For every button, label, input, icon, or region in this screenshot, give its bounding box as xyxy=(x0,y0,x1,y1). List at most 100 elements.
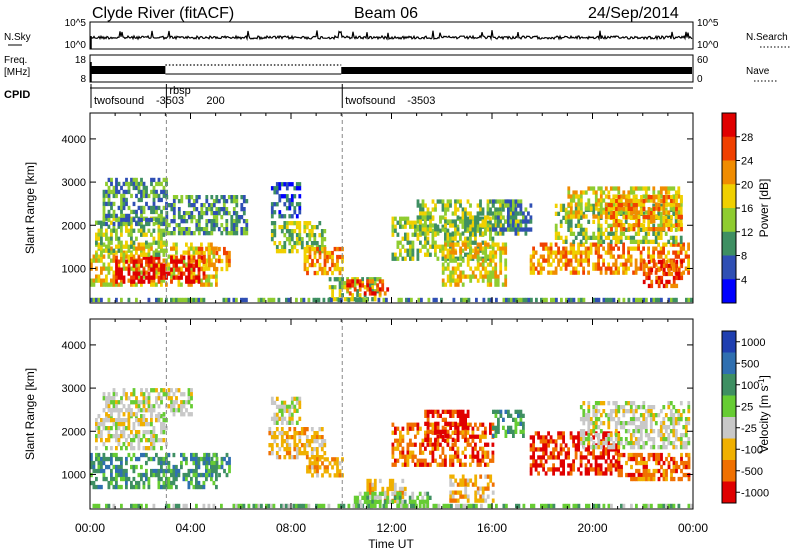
power-cells-cell-2058 xyxy=(547,259,550,263)
power-cells-cell-2847 xyxy=(635,215,638,219)
vel-cells-cell-1063 xyxy=(492,451,495,455)
power-cells-cell-1185 xyxy=(283,194,286,198)
vel-cells-cell-143 xyxy=(163,481,166,485)
power-cells-cell-678 xyxy=(133,202,136,206)
vel-cells-cell-588 xyxy=(276,435,279,439)
vel-cells-cell-1299 xyxy=(542,455,545,459)
vel-cells-cell-470 xyxy=(145,396,148,400)
vel-cells-cell-1177 xyxy=(464,491,467,495)
vel-cells-cell-682 xyxy=(306,465,309,469)
power-cells-cell-1936 xyxy=(502,283,505,287)
power-cells-cell-1077 xyxy=(313,241,316,245)
vel-cells-cell-1144 xyxy=(464,438,467,442)
power-cells-cell-2962 xyxy=(665,272,668,276)
vel-cells-cell-903 xyxy=(422,443,425,447)
vel-cells-cell-1351 xyxy=(562,471,565,475)
power-cells-cell-1302 xyxy=(364,291,367,295)
power-cells-cell-796 xyxy=(178,223,181,227)
power-cells-cell-2014 xyxy=(525,215,528,219)
power-cells-cell-2004 xyxy=(520,207,523,211)
vel-cells-cell-1208 xyxy=(487,495,490,499)
vel-cells-cell-1315 xyxy=(550,439,553,443)
power-cells-cell-3094 xyxy=(553,298,556,302)
power-cells-cell-1460 xyxy=(449,237,452,241)
vel-cells-cell-947 xyxy=(439,463,442,467)
power-cells-cell-2092 xyxy=(565,267,568,271)
power-cells-cell-394 xyxy=(175,256,178,260)
power-cbar-tick-6: 28 xyxy=(741,132,753,144)
power-cells-cell-2456 xyxy=(625,236,628,240)
vel-cells-cell-1325 xyxy=(552,471,555,475)
power-cells-cell-829 xyxy=(193,203,196,207)
vel-cells-cell-224 xyxy=(203,485,206,489)
vel-cells-cell-1464 xyxy=(610,467,613,471)
power-cells-cell-2066 xyxy=(550,271,553,275)
power-cells-cell-1059 xyxy=(306,225,309,229)
vel-cells-cell-710 xyxy=(329,461,332,465)
vel-cells-cell-250 xyxy=(215,477,218,481)
vel-cells-cell-1728 xyxy=(670,413,673,417)
vel-cells-cell-23 xyxy=(100,461,103,465)
vel-cells-cell-1548 xyxy=(600,421,603,425)
vel-cells-cell-1314 xyxy=(550,435,553,439)
power-cells-cell-1895 xyxy=(487,283,490,287)
power-cells-cell-673 xyxy=(130,210,133,214)
power-cells-cell-2997 xyxy=(128,298,131,302)
power-cells-cell-1950 xyxy=(492,227,495,231)
vel-cells-cell-445 xyxy=(130,392,133,396)
power-cells-cell-3113 xyxy=(623,298,626,302)
power-cells-cell-1587 xyxy=(419,231,422,235)
power-cells-cell-424 xyxy=(193,276,196,280)
power-cells-cell-1940 xyxy=(504,259,507,263)
power-cells-cell-1121 xyxy=(319,255,322,259)
power-cells-cell-27 xyxy=(100,267,103,271)
power-cells-cell-612 xyxy=(108,214,111,218)
vel-cells-cell-1535 xyxy=(595,425,598,429)
power-cells-cell-751 xyxy=(160,214,163,218)
power-cells-cell-1042 xyxy=(296,233,299,237)
power-cells-cell-2865 xyxy=(648,211,651,215)
vel-cells-cell-294 xyxy=(115,430,118,434)
power-cells-cell-2842 xyxy=(633,227,636,231)
vel-cells-cell-688 xyxy=(311,461,314,465)
power-cells-cell-2996 xyxy=(120,298,123,302)
power-cells-cell-888 xyxy=(215,223,218,227)
vel-cells-cell-93 xyxy=(135,465,138,469)
power-cells-cell-2300 xyxy=(687,255,690,259)
vel-cells-cell-1428 xyxy=(600,451,603,455)
vel-cells-cell-1047 xyxy=(484,443,487,447)
vel-cells-cell-1051 xyxy=(487,443,490,447)
power-cells-cell-1956 xyxy=(497,215,500,219)
vel-cells-cell-1065 xyxy=(492,459,495,463)
vel-cells-cell-1418 xyxy=(595,459,598,463)
power-cells-cell-1196 xyxy=(288,206,291,210)
power-cells-cell-1139 xyxy=(329,255,332,259)
vel-cells-cell-1135 xyxy=(462,418,465,422)
power-cells-cell-590 xyxy=(103,190,106,194)
vel-cells-cell-533 xyxy=(188,392,191,396)
vel-cells-cell-771 xyxy=(296,409,299,413)
power-cells-cell-1028 xyxy=(288,241,291,245)
vel-cells-cell-210 xyxy=(195,485,198,489)
power-cells-cell-2877 xyxy=(653,215,656,219)
power-cells-cell-409 xyxy=(185,268,188,272)
power-cells-cell-1898 xyxy=(489,259,492,263)
power-cells-cell-46 xyxy=(108,271,111,275)
vel-cells-cell-335 xyxy=(133,446,136,450)
power-cells-cell-2105 xyxy=(572,255,575,259)
vel-cells-cell-72 xyxy=(123,473,126,477)
vel-cells-cell-1581 xyxy=(615,413,618,417)
power-cells-cell-2104 xyxy=(572,251,575,255)
power-cells-cell-1840 xyxy=(464,243,467,247)
vel-cells-cell-1365 xyxy=(572,435,575,439)
vel-cells-cell-305 xyxy=(120,418,123,422)
power-cells-cell-3068 xyxy=(460,298,463,302)
vel-cells-cell-1615 xyxy=(627,429,630,433)
power-cells-cell-2196 xyxy=(622,255,625,259)
power-cells-cell-1088 xyxy=(321,237,324,241)
vel-cells-cell-109 xyxy=(145,461,148,465)
power-cells-cell-1680 xyxy=(467,227,470,231)
power-cells-cell-1292 xyxy=(349,283,352,287)
vel-cells-cell-504 xyxy=(170,388,173,392)
power-cells-cell-1379 xyxy=(414,221,417,225)
